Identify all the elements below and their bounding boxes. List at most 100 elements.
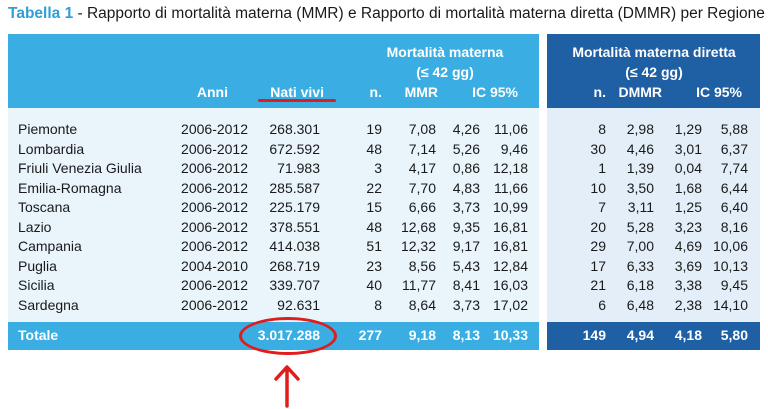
cell-years: 2004-2010: [181, 257, 248, 274]
cell-region: Piemonte: [18, 121, 78, 137]
cell-n: 15: [366, 199, 382, 215]
cell-years: 2006-2012: [181, 160, 248, 176]
cell-direct-ci-high: 14,10: [712, 296, 748, 313]
cell-dmmr: 3,11: [627, 199, 654, 215]
cell-direct-ci-low: 1,68: [674, 179, 702, 196]
cell-births: 268.301: [269, 121, 320, 137]
cell-births: 672.592: [269, 140, 320, 157]
cell-dmmr: 2,98: [626, 121, 654, 137]
cell-births: 414.038: [269, 238, 320, 254]
cell-ci-high: 16,03: [492, 277, 528, 293]
cell-years: 2006-2012: [181, 238, 248, 254]
cell-ci-low: 4,83: [452, 179, 480, 196]
cell-mmr: 8,64: [408, 296, 436, 313]
cell-ci-high: 9,46: [500, 140, 528, 157]
cell-ci-low: 4,26: [452, 121, 480, 137]
arrow-up-icon: [274, 365, 300, 408]
cell-dmmr: 4,46: [626, 140, 654, 157]
cell-direct-ci-high: 5,88: [720, 121, 748, 137]
cell-region: Lazio: [18, 218, 52, 235]
cell-mmr: 8,56: [408, 257, 436, 274]
cell-years: 2006-2012: [181, 296, 248, 313]
cell-direct-n: 20: [590, 218, 606, 235]
cell-n: 19: [366, 121, 382, 137]
total-dci-high: 5,80: [720, 327, 748, 343]
cell-region: Toscana: [18, 199, 71, 215]
cell-direct-ci-low: 2,38: [674, 296, 702, 313]
cell-direct-n: 1: [598, 160, 606, 176]
cell-ci-low: 3,73: [452, 199, 480, 215]
table-body-right: [547, 108, 760, 322]
col-header-n: n.: [369, 84, 382, 100]
cell-direct-n: 7: [598, 199, 606, 215]
total-dci-low: 4,18: [674, 327, 702, 343]
cell-ci-high: 11,66: [494, 179, 528, 196]
cell-direct-ci-high: 10,06: [712, 238, 748, 254]
col-header-dn: n.: [593, 84, 606, 100]
col-header-births: Nati vivi: [270, 84, 324, 100]
cell-region: Puglia: [18, 257, 57, 274]
cell-years: 2006-2012: [181, 199, 248, 215]
table-title-text: - Rapporto di mortalità materna (MMR) e …: [73, 5, 765, 22]
cell-mmr: 12,68: [400, 218, 436, 235]
cell-n: 40: [366, 277, 382, 293]
cell-mmr: 7,08: [408, 121, 436, 137]
highlight-circle-annotation: [239, 317, 337, 355]
cell-direct-n: 6: [598, 296, 606, 313]
total-dmmr: 4,94: [626, 327, 654, 343]
total-dn: 149: [582, 327, 606, 343]
cell-direct-ci-high: 6,37: [720, 140, 748, 157]
cell-years: 2006-2012: [181, 179, 248, 196]
cell-ci-high: 16,81: [492, 218, 528, 235]
group-header-mortality-sub: (≤ 42 gg): [416, 64, 474, 80]
cell-ci-high: 17,02: [492, 296, 528, 313]
cell-mmr: 12,32: [400, 238, 436, 254]
table-body-left: [8, 108, 539, 322]
header-band-direct-mortality: [547, 34, 760, 108]
cell-direct-n: 30: [590, 140, 606, 157]
cell-region: Emilia-Romagna: [18, 179, 122, 196]
cell-direct-ci-high: 10,13: [712, 257, 748, 274]
cell-mmr: 7,70: [408, 179, 436, 196]
cell-years: 2006-2012: [181, 277, 248, 293]
cell-dmmr: 6,48: [626, 296, 654, 313]
group-header-direct: Mortalità materna diretta: [572, 44, 736, 60]
col-header-years: Anni: [196, 84, 228, 100]
cell-dmmr: 7,00: [626, 238, 654, 254]
total-ci-high: 10,33: [492, 327, 528, 343]
cell-n: 51: [366, 238, 382, 254]
cell-births: 285.587: [269, 179, 320, 196]
cell-direct-n: 10: [590, 179, 606, 196]
cell-mmr: 11,77: [402, 277, 436, 293]
cell-dmmr: 6,33: [626, 257, 654, 274]
cell-ci-high: 12,84: [492, 257, 528, 274]
total-label: Totale: [18, 327, 59, 343]
cell-direct-ci-high: 8,16: [720, 218, 748, 235]
cell-direct-ci-low: 4,69: [674, 238, 702, 254]
cell-region: Friuli Venezia Giulia: [18, 160, 142, 176]
cell-direct-n: 8: [598, 121, 606, 137]
cell-mmr: 7,14: [408, 140, 436, 157]
cell-n: 22: [366, 179, 382, 196]
cell-n: 48: [366, 140, 382, 157]
cell-dmmr: 3,50: [626, 179, 654, 196]
table-title: Tabella 1 - Rapporto di mortalità matern…: [8, 5, 765, 23]
cell-years: 2006-2012: [181, 140, 248, 157]
cell-dmmr: 1,39: [626, 160, 654, 176]
cell-direct-n: 29: [590, 238, 606, 254]
cell-n: 3: [374, 160, 382, 176]
cell-region: Sicilia: [18, 277, 55, 293]
col-header-mmr: MMR: [404, 84, 438, 100]
col-header-ci: IC 95%: [472, 84, 518, 100]
cell-births: 378.551: [269, 218, 320, 235]
col-header-dmmr: DMMR: [618, 84, 662, 100]
cell-ci-low: 3,73: [452, 296, 480, 313]
cell-direct-ci-high: 6,40: [720, 199, 748, 215]
header-band-mortality: [8, 34, 539, 108]
cell-direct-ci-high: 9,45: [720, 277, 748, 293]
cell-region: Lombardia: [18, 140, 85, 157]
cell-direct-ci-low: 3,69: [674, 257, 702, 274]
cell-births: 339.707: [269, 277, 320, 293]
cell-n: 23: [366, 257, 382, 274]
cell-ci-high: 11,06: [494, 121, 528, 137]
